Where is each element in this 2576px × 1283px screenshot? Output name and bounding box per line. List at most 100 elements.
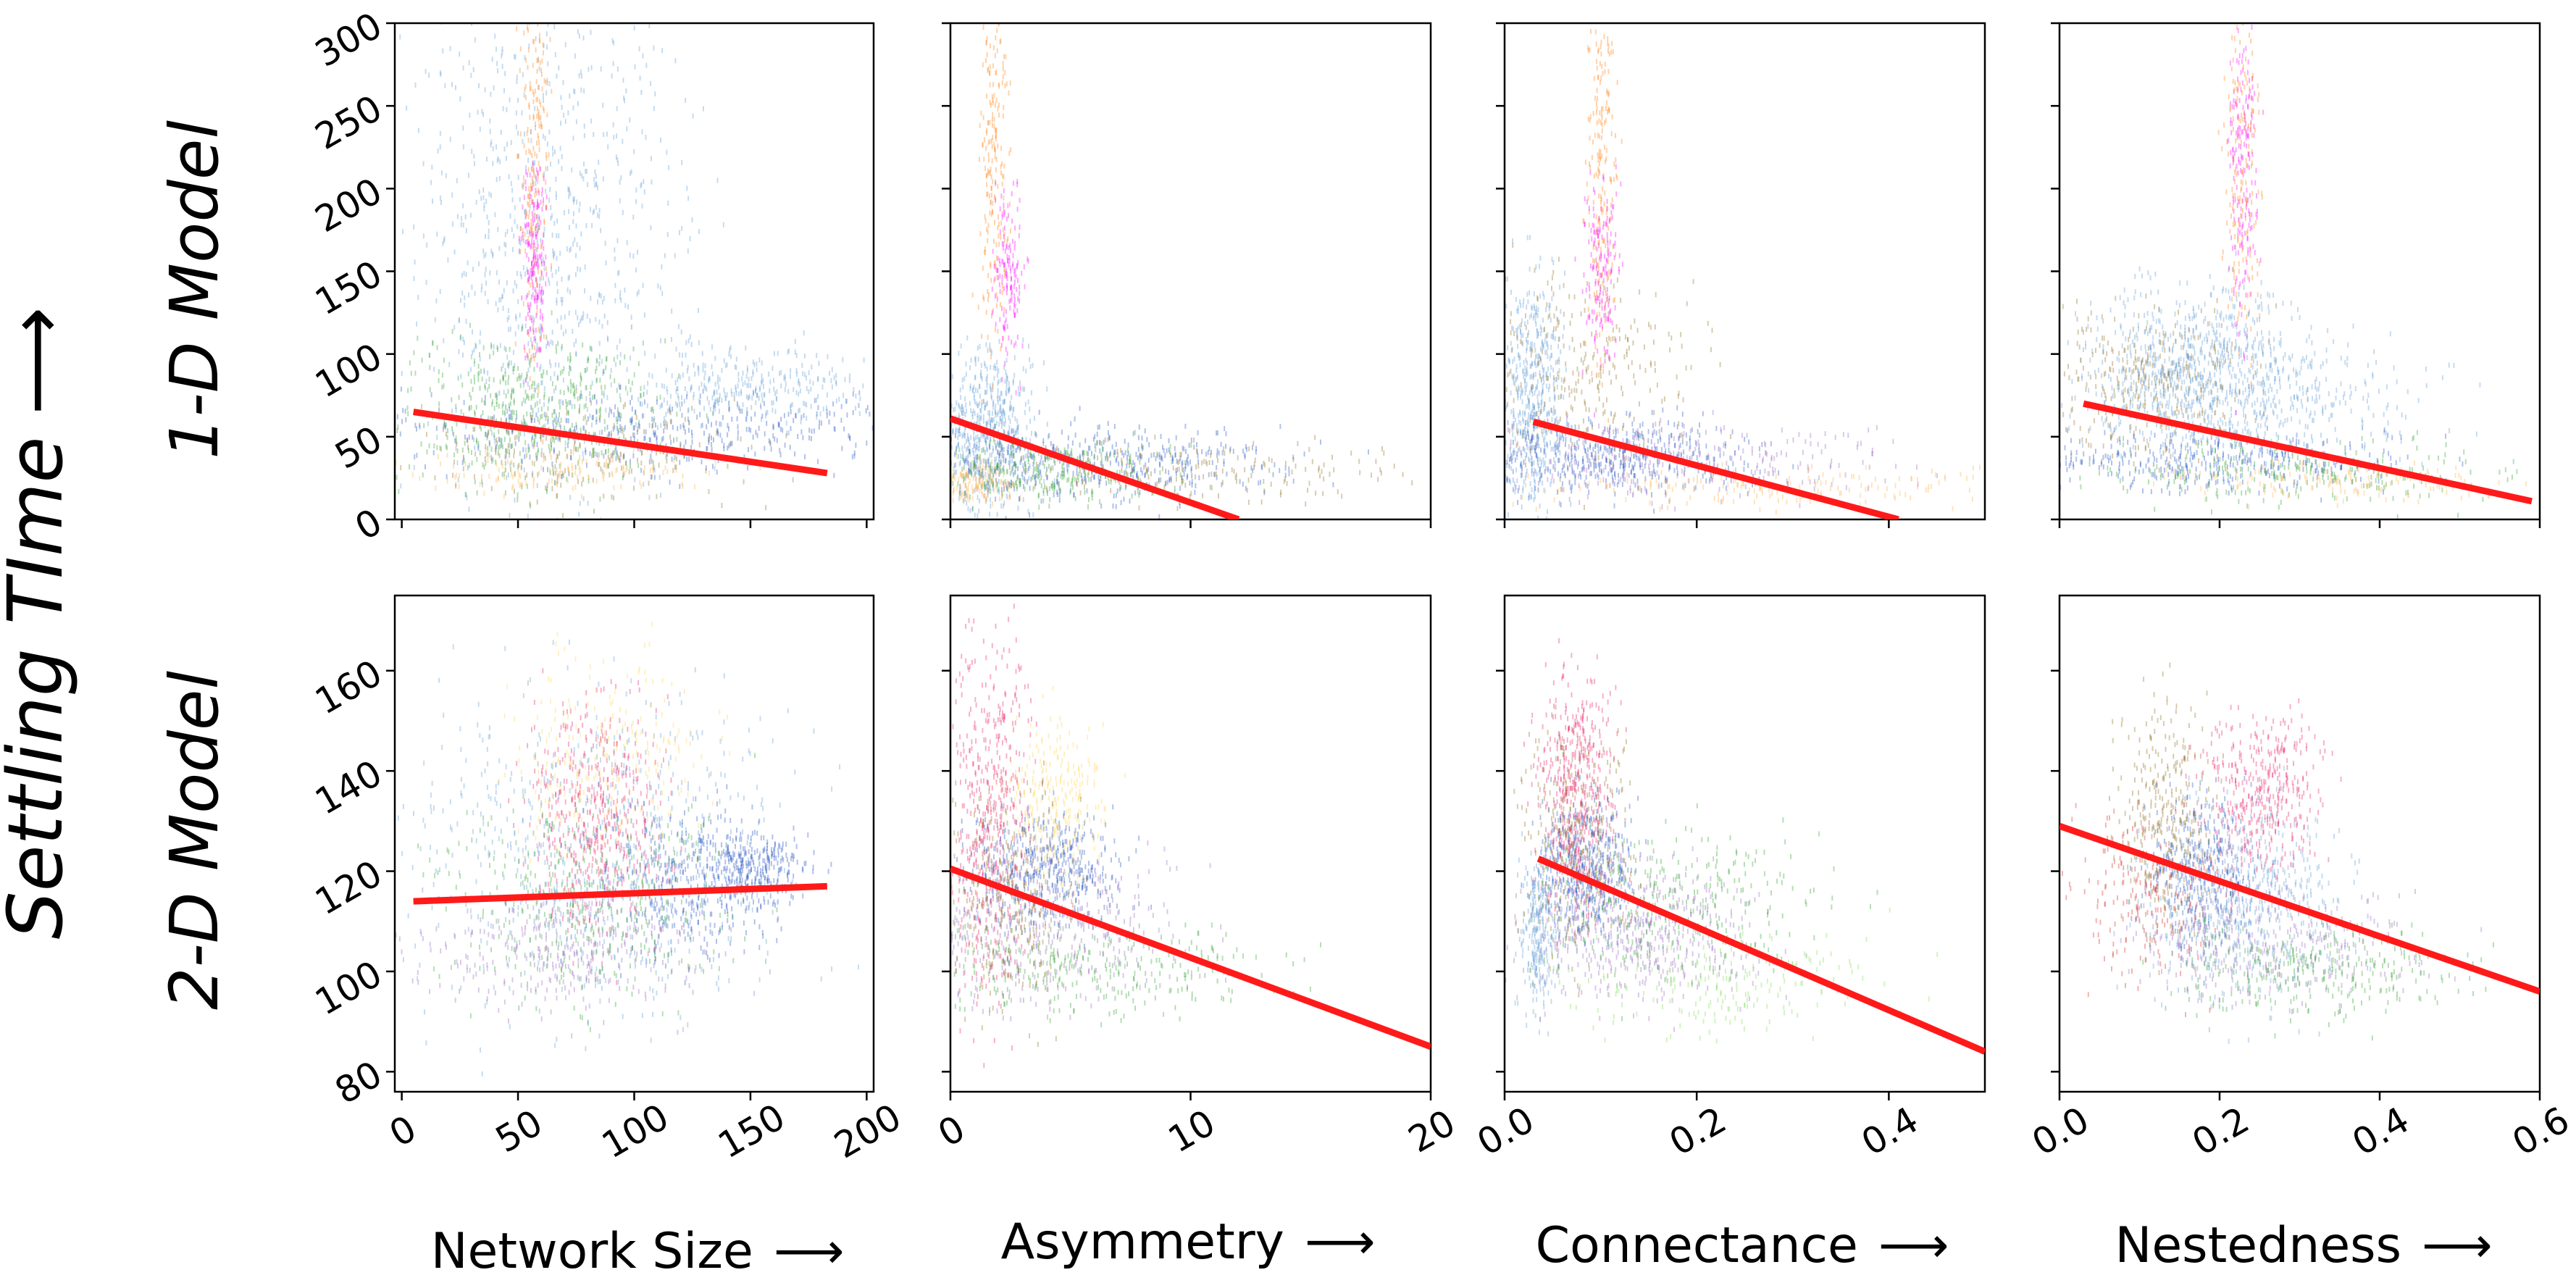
scatter-point bbox=[682, 483, 684, 489]
scatter-point bbox=[451, 397, 453, 403]
scatter-point bbox=[611, 73, 613, 79]
scatter-point bbox=[1052, 465, 1054, 471]
scatter-point bbox=[911, 456, 913, 461]
scatter-point bbox=[572, 241, 574, 247]
scatter-point bbox=[1311, 459, 1313, 464]
scatter-point bbox=[574, 237, 576, 243]
scatter-point bbox=[535, 412, 538, 418]
scatter-point bbox=[472, 349, 474, 355]
scatter-point bbox=[550, 161, 551, 167]
scatter-point bbox=[430, 5, 432, 10]
scatter-point bbox=[511, 485, 514, 490]
scatter-point bbox=[1010, 445, 1012, 451]
scatter-point bbox=[1279, 467, 1281, 473]
scatter-point bbox=[1322, 490, 1324, 496]
scatter-point bbox=[555, 176, 557, 182]
scatter-point bbox=[1121, 457, 1123, 463]
scatter-point bbox=[980, 466, 982, 472]
scatter-point bbox=[613, 135, 615, 141]
scatter-point bbox=[527, 241, 530, 246]
scatter-point bbox=[616, 157, 619, 163]
scatter-point bbox=[1022, 484, 1024, 489]
scatter-point bbox=[1331, 454, 1333, 460]
scatter-point bbox=[1008, 460, 1010, 466]
scatter-point bbox=[792, 477, 794, 482]
scatter-point bbox=[530, 404, 532, 410]
scatter-point bbox=[982, 468, 984, 474]
scatter-point bbox=[524, 239, 527, 245]
scatter-point bbox=[984, 482, 986, 488]
scatter-point bbox=[987, 297, 989, 303]
scatter-point bbox=[527, 201, 529, 206]
scatter-point bbox=[532, 257, 534, 263]
scatter-point bbox=[727, 464, 729, 469]
scatter-point bbox=[533, 296, 535, 301]
scatter-point bbox=[603, 369, 605, 375]
scatter-point bbox=[1205, 459, 1207, 465]
scatter-point bbox=[1163, 448, 1165, 454]
scatter-point bbox=[1000, 411, 1003, 417]
scatter-point bbox=[985, 173, 987, 179]
scatter-point bbox=[524, 248, 527, 254]
scatter-point bbox=[688, 376, 690, 382]
scatter-point bbox=[1000, 410, 1003, 416]
scatter-point bbox=[1059, 459, 1061, 464]
scatter-point bbox=[1003, 447, 1005, 453]
scatter-point bbox=[569, 191, 572, 197]
scatter-point bbox=[664, 338, 666, 344]
scatter-point bbox=[871, 425, 874, 431]
scatter-point bbox=[578, 322, 580, 327]
scatter-point bbox=[1005, 369, 1007, 375]
scatter-point bbox=[990, 461, 992, 467]
scatter-point bbox=[959, 488, 961, 493]
scatter-point bbox=[981, 484, 983, 490]
scatter-point bbox=[995, 445, 997, 451]
scatter-point bbox=[683, 454, 685, 459]
scatter-point bbox=[558, 399, 560, 405]
scatter-point bbox=[482, 112, 484, 117]
scatter-point bbox=[619, 457, 621, 463]
scatter-point bbox=[737, 404, 739, 409]
scatter-points-1d-asym bbox=[911, 23, 1413, 519]
scatter-point bbox=[1094, 474, 1095, 480]
scatter-point bbox=[1009, 305, 1011, 311]
scatter-point bbox=[498, 390, 501, 396]
scatter-point bbox=[910, 455, 911, 460]
scatter-point bbox=[472, 435, 474, 440]
scatter-point bbox=[1015, 390, 1017, 396]
scatter-point bbox=[522, 227, 524, 233]
scatter-point bbox=[1110, 480, 1112, 485]
scatter-point bbox=[746, 383, 748, 388]
scatter-point bbox=[979, 416, 982, 422]
scatter-point bbox=[1284, 465, 1287, 471]
scatter-point bbox=[553, 254, 555, 260]
scatter-point bbox=[516, 377, 518, 383]
scatter-point bbox=[964, 396, 966, 402]
scatter-point bbox=[1003, 285, 1005, 291]
scatter-point bbox=[537, 204, 539, 209]
scatter-point bbox=[1006, 450, 1008, 456]
scatter-point bbox=[606, 425, 609, 430]
scatter-point bbox=[1063, 467, 1065, 473]
scatter-point bbox=[554, 426, 556, 432]
scatter-point bbox=[646, 389, 648, 395]
scatter-point bbox=[679, 375, 682, 380]
scatter-point bbox=[536, 154, 538, 159]
scatter-point bbox=[631, 416, 633, 422]
scatter-point bbox=[989, 346, 991, 352]
scatter-point bbox=[1211, 460, 1213, 466]
scatter-point bbox=[1001, 161, 1003, 167]
scatter-point bbox=[964, 411, 966, 417]
scatter-point bbox=[561, 470, 564, 476]
scatter-point bbox=[573, 88, 575, 94]
scatter-point bbox=[601, 359, 603, 364]
scatter-point bbox=[1081, 475, 1083, 481]
scatter-point bbox=[679, 406, 682, 412]
scatter-point bbox=[1150, 453, 1153, 459]
scatter-point bbox=[681, 412, 683, 418]
scatter-point bbox=[1245, 485, 1247, 491]
scatter-point bbox=[761, 392, 763, 398]
scatter-point bbox=[526, 372, 528, 377]
scatter-point bbox=[548, 280, 551, 286]
scatter-point bbox=[538, 288, 540, 294]
